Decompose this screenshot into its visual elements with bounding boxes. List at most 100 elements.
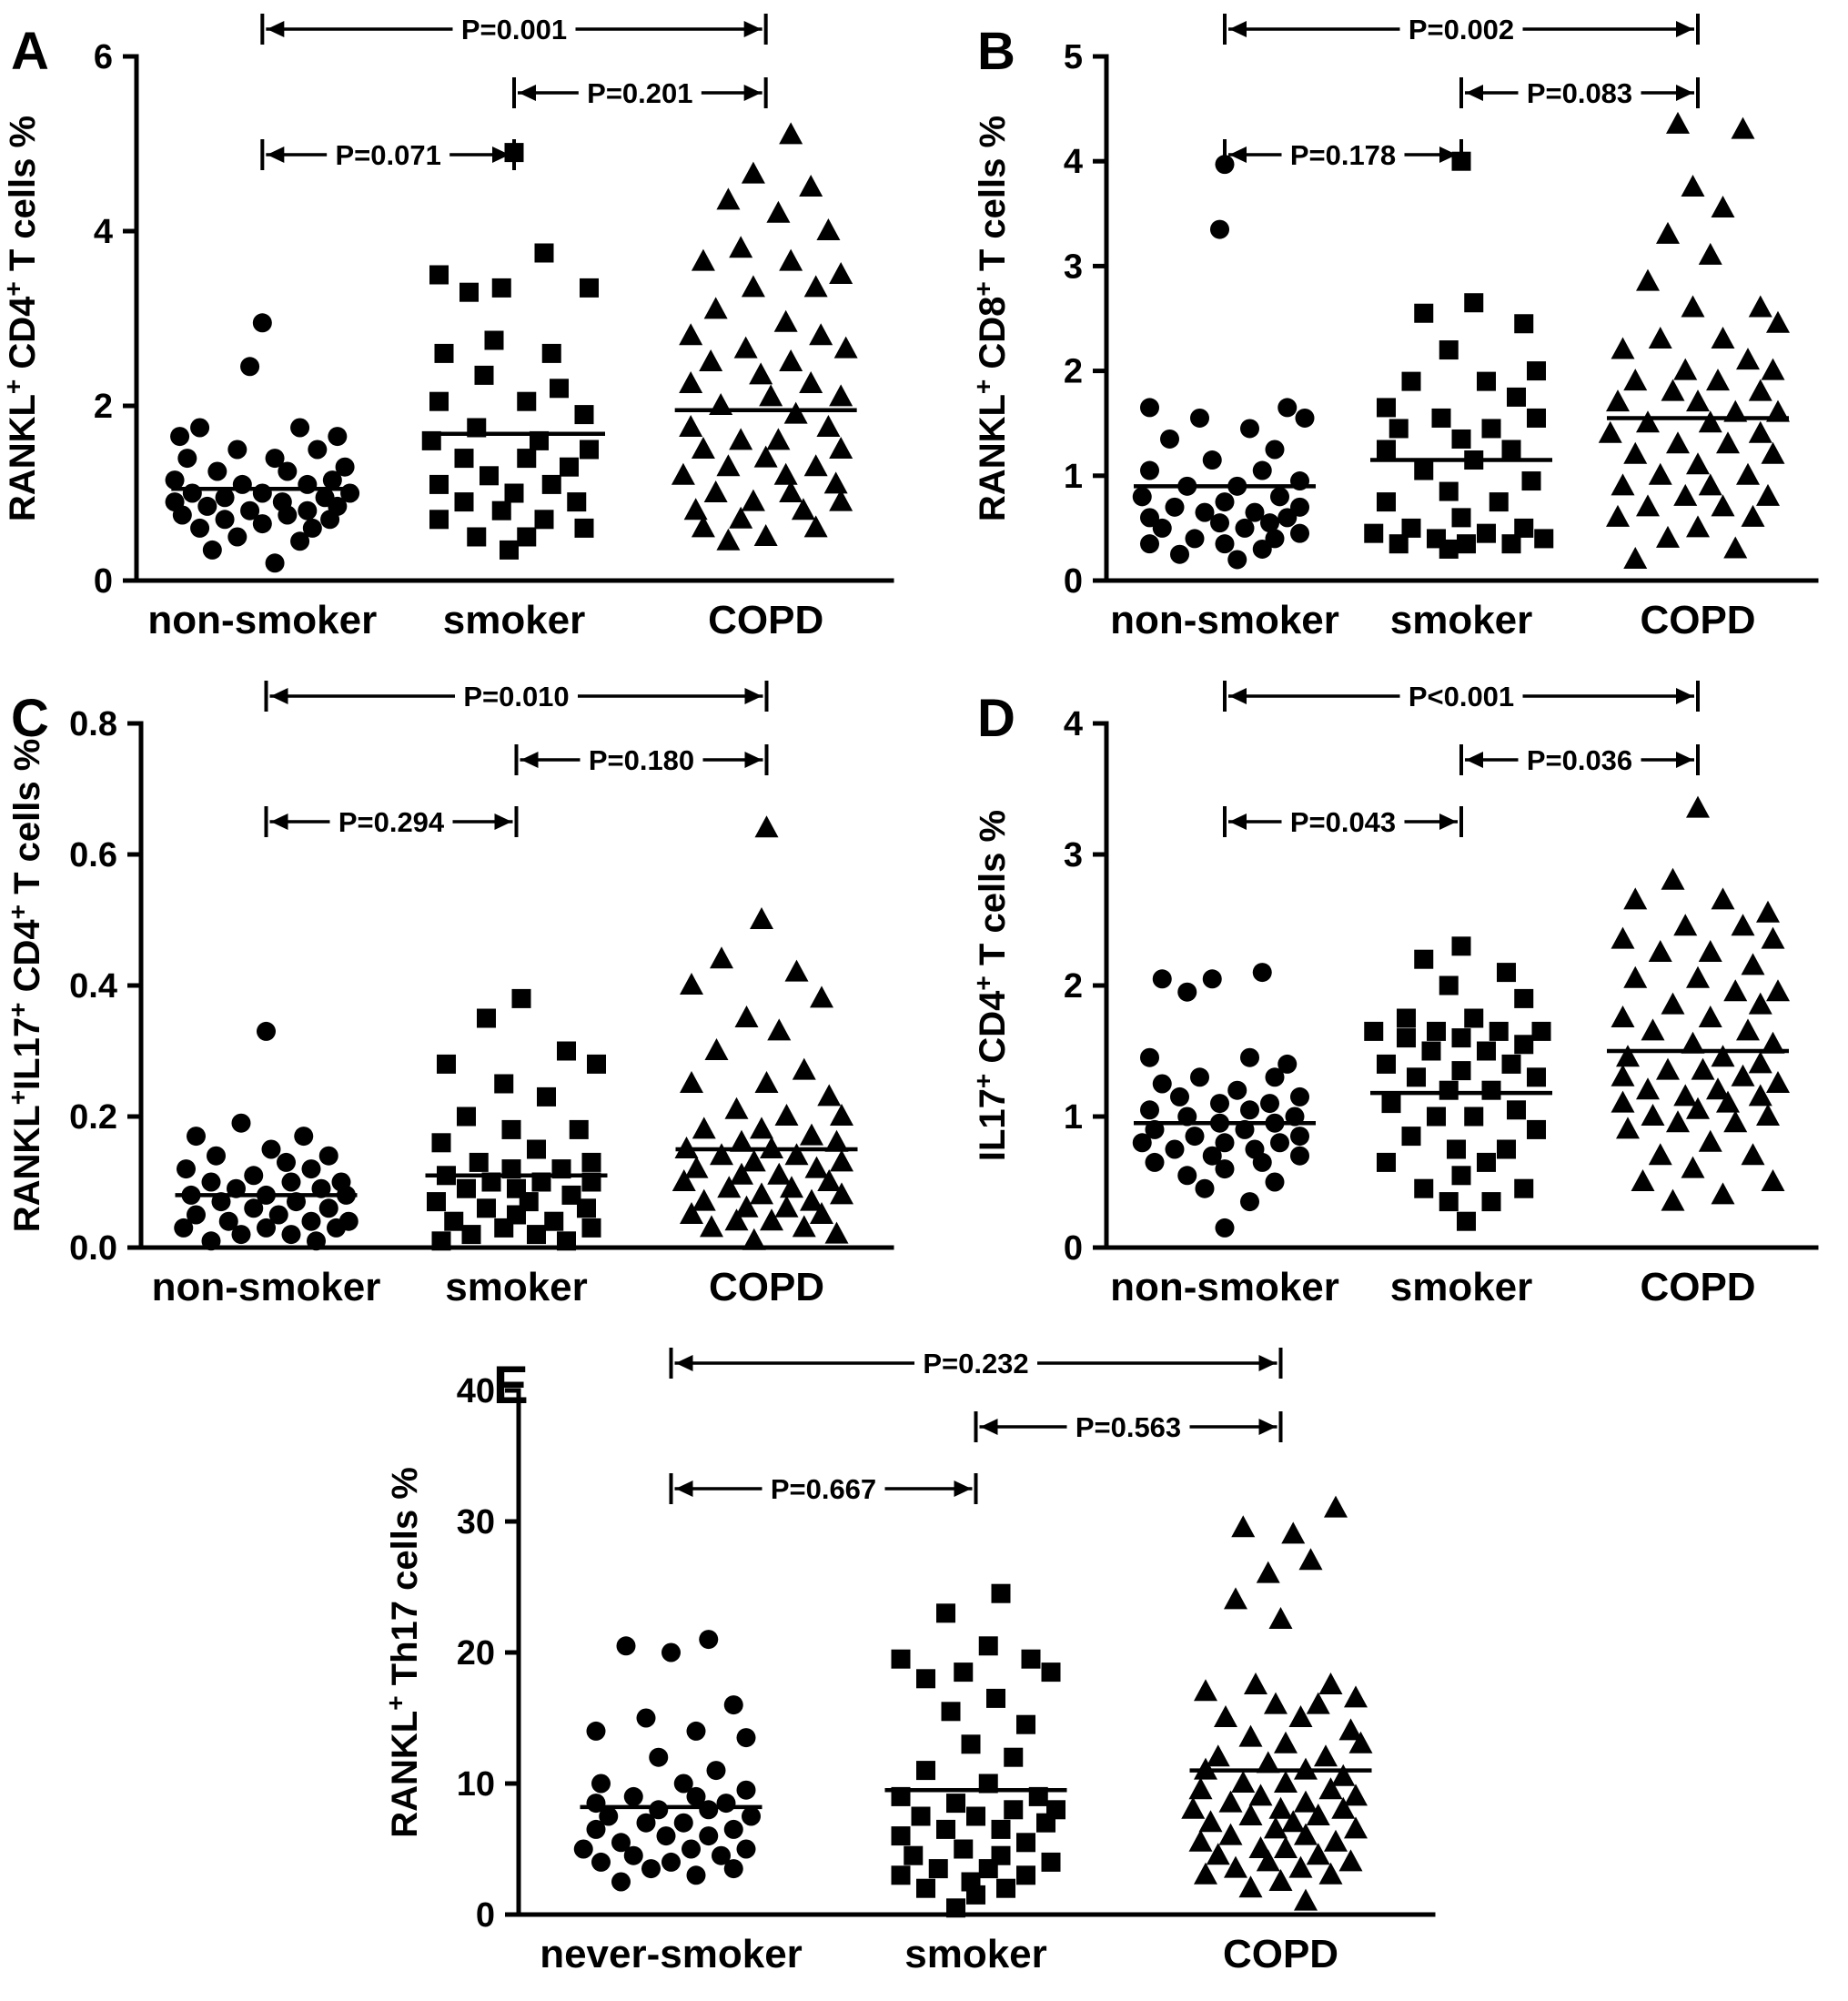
data-point-triangle [692,1188,716,1211]
arrowhead-left-icon [519,85,536,101]
data-point-square [557,1041,576,1061]
data-point-circle [1140,508,1159,528]
data-point-triangle [1648,327,1672,349]
data-point-square [916,1878,935,1898]
data-point-circle [240,500,260,520]
data-point-circle [716,1794,736,1814]
data-point-square [1514,988,1534,1008]
arrowhead-right-icon [1676,752,1693,768]
data-point-triangle [1731,1064,1755,1086]
data-point-triangle [1294,1888,1318,1911]
category-label: COPD [1640,1265,1755,1309]
category-label: non-smoker [152,1265,381,1309]
data-point-triangle [1623,441,1648,464]
comparison-bracket: P=0.043 [1223,804,1463,839]
category-label: non-smoker [147,598,377,642]
data-point-circle [1190,408,1209,428]
comparison-bracket: P=0.010 [264,679,769,713]
data-point-triangle [1631,1169,1655,1191]
data-point-square [1514,1035,1534,1055]
data-point-triangle [1711,327,1735,349]
data-point-square [991,1583,1011,1603]
data-point-triangle [1616,1045,1640,1067]
data-point-square [517,527,537,547]
group-non-smoker [174,1021,358,1251]
data-point-triangle [1723,536,1748,559]
data-point-triangle [779,122,803,145]
data-point-triangle [766,428,791,450]
data-point-triangle [810,1202,833,1224]
panel-E-chart: E 0 10 20 30 40 RANKL+ Th17 cells % P=0.232 P=0.… [382,1346,1436,1976]
data-point-triangle [1274,1771,1298,1793]
y-tick-label: 2 [1064,967,1083,1006]
data-point-square [1451,429,1471,449]
data-point-circle [1210,1094,1229,1114]
data-point-square [491,500,511,520]
category-label: COPD [709,1265,824,1309]
data-point-circle [1170,544,1189,564]
arrowhead-right-icon [1258,1419,1277,1435]
data-point-triangle [1224,1855,1247,1878]
data-point-square [427,1192,446,1212]
data-point-triangle [1698,1006,1722,1027]
data-point-triangle [784,1143,809,1166]
data-point-square [961,1734,981,1754]
data-point-square [527,1225,546,1245]
data-point-circle [231,1113,251,1133]
data-point-circle [261,1139,281,1159]
arrowhead-right-icon [1439,814,1457,830]
data-point-circle [257,1218,276,1238]
data-point-square [978,1859,998,1879]
data-point-square [421,430,441,450]
data-point-square [1401,518,1421,538]
data-point-square [477,1008,496,1028]
data-point-triangle [742,1228,766,1250]
data-point-triangle [753,524,778,546]
data-point-square [569,1119,589,1139]
data-point-triangle [823,471,848,494]
data-point-triangle [1731,116,1755,139]
comparison-bracket: P=0.201 [512,76,768,110]
data-point-circle [301,1211,321,1231]
data-point-circle [1160,429,1179,449]
arrowhead-left-icon [267,147,285,163]
data-point-triangle [754,815,779,838]
data-point-triangle [792,1057,816,1080]
data-point-square [1514,314,1534,334]
data-point-triangle [1224,1587,1247,1610]
data-point-square [1439,975,1459,995]
data-point-circle [308,440,328,460]
data-point-square [537,1086,556,1107]
data-point-circle [1290,1127,1309,1147]
data-point-triangle [1344,1784,1368,1806]
p-value-label: P=0.010 [463,681,569,712]
data-point-triangle [1673,914,1698,936]
data-point-circle [190,418,210,438]
data-point-triangle [1288,1705,1313,1727]
data-point-square [1464,1107,1484,1127]
data-point-square [1389,419,1409,439]
data-point-triangle [710,946,733,969]
panel-A: A 0 2 4 6 RANKL+ CD4+ T cells % P=0.001 P=0.201… [0,0,924,667]
data-point-triangle [1711,1045,1735,1067]
group-COPD [671,122,858,551]
data-point-square [1036,1813,1055,1833]
p-value-label: P=0.178 [1290,139,1396,171]
data-point-triangle [1748,1084,1772,1107]
y-tick-label: 4 [94,213,113,251]
data-point-circle [1190,1067,1209,1087]
data-point-triangle [1686,1097,1710,1119]
data-point-triangle [1214,1705,1237,1727]
arrowhead-right-icon [954,1481,972,1497]
data-point-triangle [1641,1104,1665,1126]
y-tick-label: 1 [1064,1098,1083,1137]
axes [516,1388,1436,1917]
data-point-triangle [716,454,741,477]
data-point-square [1534,529,1554,549]
data-point-square [1501,440,1521,460]
data-point-triangle [730,1162,753,1185]
data-point-triangle [1194,1862,1217,1885]
data-point-triangle [1298,1548,1323,1571]
data-point-triangle [810,985,833,1008]
data-point-triangle [1681,175,1705,197]
